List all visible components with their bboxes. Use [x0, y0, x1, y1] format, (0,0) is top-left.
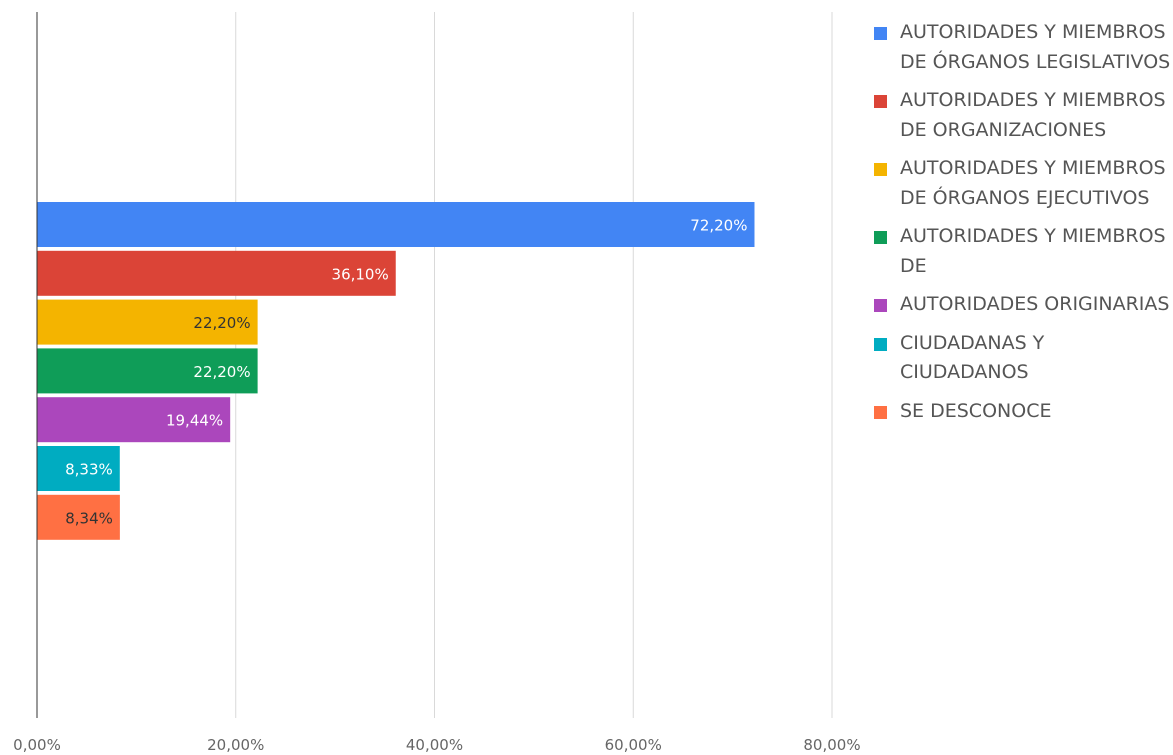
legend-item: SE DESCONOCE	[872, 397, 1172, 427]
legend-item: AUTORIDADES ORIGINARIAS	[872, 290, 1172, 320]
bar-data-label: 8,34%	[65, 509, 113, 527]
legend-label: AUTORIDADES Y MIEMBROS DE ORGANIZACIONES	[900, 89, 1166, 141]
bar	[37, 348, 258, 394]
legend-swatch	[874, 299, 887, 312]
x-tick-label: 60,00%	[605, 736, 662, 754]
legend-item: CIUDADANAS Y CIUDADANOS	[872, 329, 1172, 388]
bar-data-label: 36,10%	[332, 265, 389, 283]
x-tick-label: 20,00%	[207, 736, 264, 754]
x-tick-label: 0,00%	[13, 736, 61, 754]
legend-label: AUTORIDADES Y MIEMBROS DE ÓRGANOS EJECUT…	[900, 157, 1166, 209]
legend-label: AUTORIDADES Y MIEMBROS DE	[900, 225, 1166, 277]
legend-swatch	[874, 163, 887, 176]
legend-swatch	[874, 231, 887, 244]
legend-label: AUTORIDADES ORIGINARIAS	[900, 293, 1170, 315]
x-tick-label: 40,00%	[406, 736, 463, 754]
bar	[37, 397, 231, 443]
bar-data-label: 8,33%	[65, 461, 113, 479]
bar-chart: 0,00% 20,00% 40,00% 60,00% 80,00% 72,20% 36,10…	[13, 12, 860, 754]
legend-item: AUTORIDADES Y MIEMBROS DE ORGANIZACIONES	[872, 86, 1172, 145]
legend-swatch	[874, 337, 887, 351]
chart-legend: AUTORIDADES Y MIEMBROS DE ÓRGANOS LEGISL…	[872, 18, 1172, 426]
bar-data-label: 72,20%	[690, 217, 747, 235]
bar	[37, 250, 396, 296]
legend-item: AUTORIDADES Y MIEMBROS DE ÓRGANOS LEGISL…	[872, 18, 1172, 77]
legend-label: CIUDADANAS Y CIUDADANOS	[900, 331, 1045, 384]
legend-swatch	[874, 405, 887, 419]
legend-label: AUTORIDADES Y MIEMBROS DE ÓRGANOS LEGISL…	[900, 21, 1171, 73]
bar-data-label: 22,20%	[193, 363, 250, 381]
bar	[37, 299, 258, 345]
legend-label: SE DESCONOCE	[900, 399, 1052, 422]
bar	[37, 446, 120, 491]
legend-item: AUTORIDADES Y MIEMBROS DE ÓRGANOS EJECUT…	[872, 154, 1172, 213]
legend-swatch	[874, 27, 887, 40]
x-tick-label: 80,00%	[803, 736, 860, 754]
bar	[37, 494, 120, 540]
legend-swatch	[874, 95, 887, 108]
bar-data-label: 22,20%	[193, 314, 250, 332]
legend-item: AUTORIDADES Y MIEMBROS DE	[872, 222, 1172, 281]
bar	[37, 202, 755, 247]
bar-data-label: 19,44%	[166, 412, 223, 430]
